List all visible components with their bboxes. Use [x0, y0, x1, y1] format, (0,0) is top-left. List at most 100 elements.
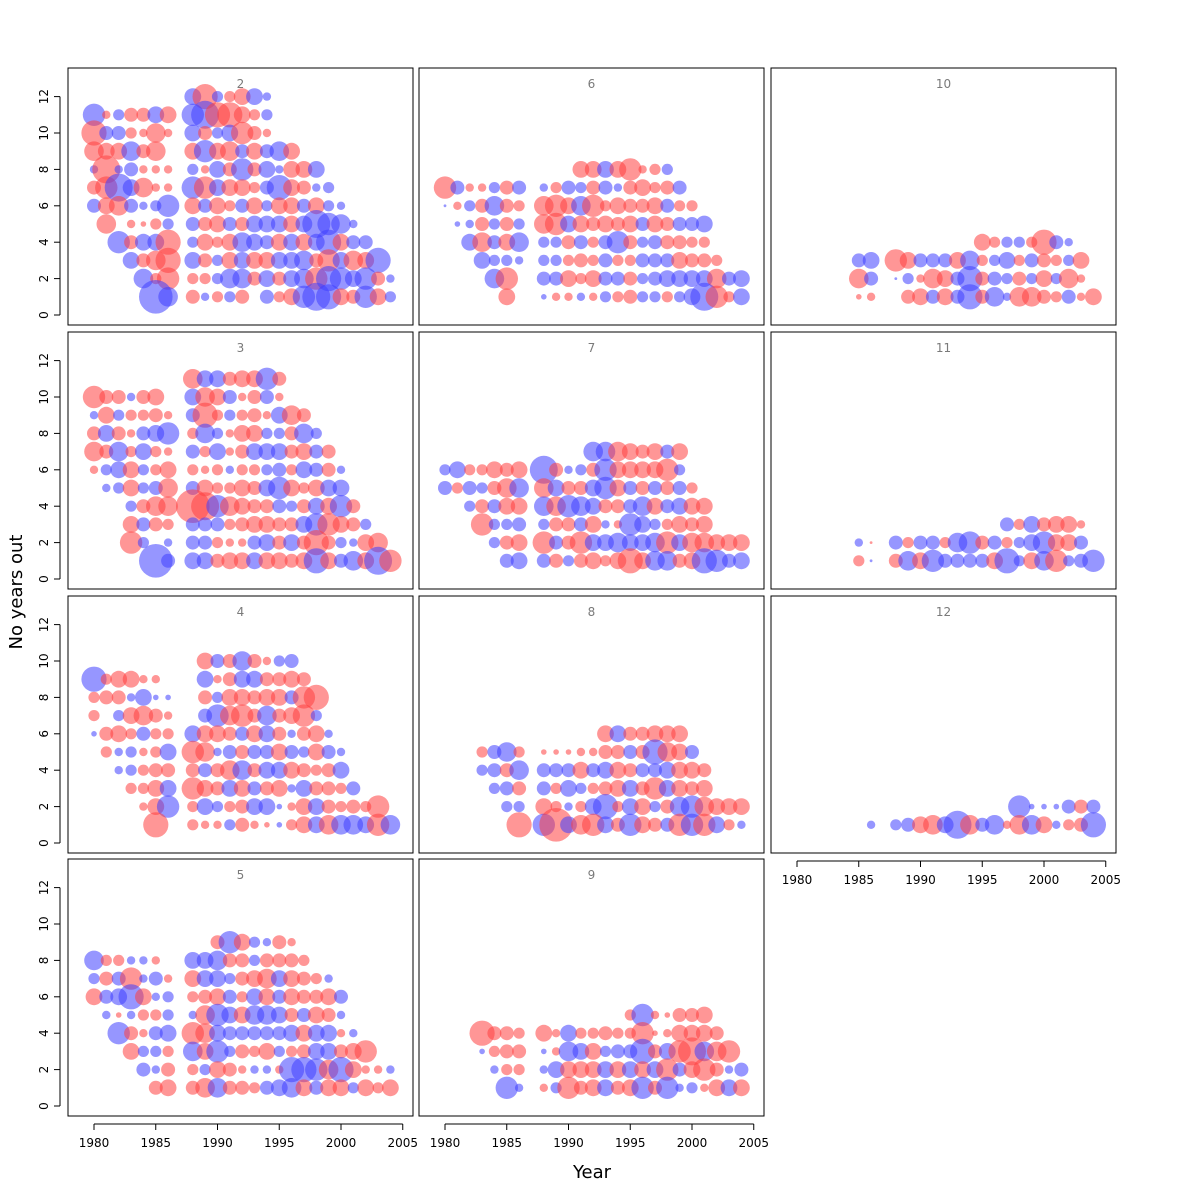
bubble-point — [124, 198, 139, 213]
bubble-point — [648, 235, 662, 250]
bubble-point — [284, 517, 299, 532]
bubble-point — [560, 270, 577, 287]
panel-label: 4 — [237, 605, 245, 619]
bubble-point — [597, 1079, 614, 1097]
bubble-point — [209, 1061, 226, 1078]
bubble-point — [658, 780, 676, 797]
bubble-point — [307, 798, 325, 815]
bubble-point — [232, 651, 252, 671]
bubble-point — [561, 517, 576, 532]
bubble-point — [453, 201, 462, 210]
bubble-point — [137, 482, 149, 494]
bubble-point — [87, 426, 101, 441]
bubble-point — [307, 1006, 325, 1024]
bubble-point — [597, 1061, 614, 1078]
bubble-point — [198, 198, 213, 213]
bubble-point — [121, 141, 141, 161]
bubble-point — [283, 534, 300, 551]
bubble-point — [683, 761, 701, 779]
bubble-point — [586, 180, 601, 195]
bubble-point — [686, 236, 698, 248]
bubble-point — [148, 763, 163, 778]
bubble-point — [557, 1076, 580, 1100]
bubble-point — [939, 537, 951, 549]
bubble-point — [104, 173, 133, 202]
bubble-point — [147, 780, 165, 797]
bubble-point — [235, 726, 250, 741]
x-axis: 1980 1985 1990 1995 2000 2005 — [430, 1123, 769, 1150]
bubble-point — [188, 1010, 197, 1020]
bubble-point — [565, 749, 572, 755]
bubble-point — [984, 287, 1005, 307]
bubble-point — [683, 1024, 701, 1042]
panel-frame — [67, 67, 414, 326]
bubble-point — [866, 820, 876, 829]
bubble-point — [854, 538, 863, 547]
bubble-point — [100, 464, 112, 476]
bubble-point — [1086, 799, 1101, 814]
bubble-point — [307, 725, 325, 743]
bubble-point — [560, 780, 577, 797]
bubble-point — [576, 292, 586, 301]
bubble-point — [246, 670, 263, 688]
bubble-point — [888, 535, 903, 550]
bubble-point — [184, 970, 202, 987]
bubble-point — [938, 553, 953, 568]
bubble-point — [247, 499, 262, 514]
bubble-point — [139, 201, 148, 210]
bubble-point — [233, 497, 251, 515]
bubble-point — [294, 423, 314, 444]
panel-8: 8 — [418, 595, 765, 854]
bubble-point — [273, 655, 285, 667]
bubble-point — [675, 1083, 684, 1093]
bubble-point — [332, 1079, 350, 1097]
bubble-point — [501, 254, 513, 266]
bubble-point — [118, 984, 144, 1010]
bubble-point — [148, 408, 163, 423]
bubble-point — [323, 182, 335, 194]
bubble-point — [1047, 516, 1065, 533]
bubble-point — [656, 458, 679, 481]
bubble-point — [246, 725, 263, 743]
bubble-point — [635, 253, 650, 268]
bubble-point — [438, 481, 452, 495]
bubble-point — [273, 1045, 285, 1057]
bubble-point — [233, 252, 251, 269]
bubble-point — [733, 552, 750, 570]
bubble-point — [235, 444, 250, 459]
bubble-point — [199, 1064, 211, 1076]
bubble-point — [224, 801, 236, 813]
bubble-point — [541, 294, 547, 300]
bubble-point — [697, 763, 712, 778]
bubble-point — [184, 952, 202, 969]
bubble-point — [161, 763, 176, 778]
bubble-point — [151, 1065, 160, 1074]
bubble-point — [222, 672, 237, 687]
bubble-point — [317, 249, 340, 272]
bubble-point — [147, 388, 165, 406]
bubble-point — [573, 235, 588, 250]
bubble-point — [270, 743, 288, 761]
bubble-point — [685, 1008, 699, 1022]
bubble-point — [89, 411, 99, 420]
bubble-point — [125, 746, 137, 758]
bubble-point — [259, 1026, 274, 1041]
y-tick-label: 12 — [37, 89, 51, 104]
panel-label: 12 — [936, 605, 951, 619]
bubble-point — [196, 652, 214, 670]
bubble-point — [335, 537, 347, 549]
bubble-point — [136, 726, 151, 741]
bubble-point — [295, 780, 313, 797]
bubble-point — [1001, 236, 1013, 248]
bubble-point — [1037, 517, 1051, 532]
bubble-point — [295, 798, 313, 815]
bubble-point — [231, 704, 254, 727]
bubble-point — [246, 142, 263, 160]
bubble-point — [354, 285, 377, 308]
bubble-point — [671, 252, 688, 269]
bubble-point — [270, 780, 288, 797]
bubble-point — [723, 819, 735, 831]
bubble-point — [598, 180, 613, 195]
bubble-point — [479, 1048, 485, 1055]
bubble-point — [1045, 549, 1068, 572]
